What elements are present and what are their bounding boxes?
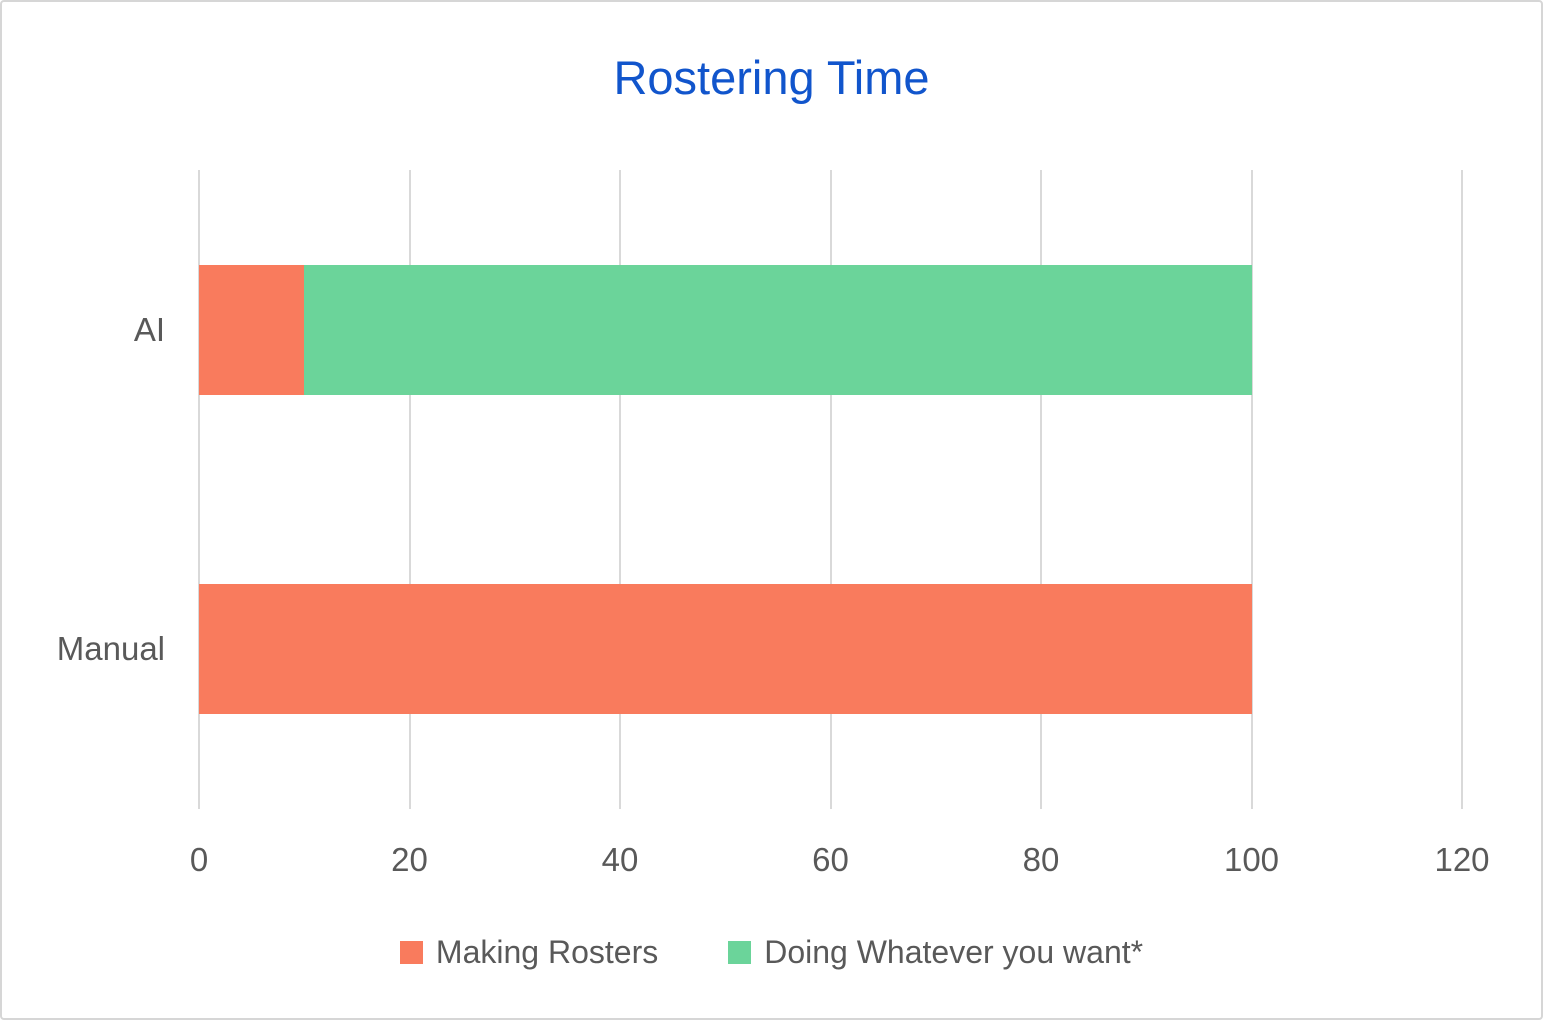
gridline-x-60 [829, 170, 832, 809]
x-tick-label-80: 80 [1022, 841, 1060, 878]
gridline-x-80 [1040, 170, 1042, 809]
x-tick-label-20: 20 [391, 841, 428, 878]
bar-segment-ai-making-rosters [199, 264, 305, 395]
gridline-x-120 [1461, 170, 1463, 809]
x-tick-label-120: 120 [1434, 841, 1490, 878]
legend-label-doing-whatever-you-want: Doing Whatever you want* [764, 934, 1144, 970]
x-tick-label-0: 0 [189, 841, 209, 878]
category-label-manual: Manual [56, 630, 165, 668]
legend-swatch-making-rosters [399, 940, 423, 964]
bar-ai [199, 264, 1462, 395]
category-label-ai: AI [133, 310, 165, 348]
chart-title: Rostering Time [613, 51, 930, 104]
gridline-x-20 [408, 170, 411, 809]
bar-row-manual [199, 490, 1462, 810]
gridline-x-0 [198, 170, 200, 809]
x-tick-label-60: 60 [812, 841, 849, 878]
legend-item-making-rosters: Making Rosters [399, 932, 659, 972]
x-tick-label-100: 100 [1223, 841, 1280, 878]
bar-segment-ai-doing-whatever-you-want [304, 264, 1252, 395]
bar-manual [199, 584, 1462, 715]
gridline-x-100 [1250, 170, 1253, 809]
legend-swatch-doing-whatever-you-want [728, 940, 752, 964]
gridline-x-40 [619, 170, 621, 809]
plot-area [198, 170, 1463, 810]
legend-label-making-rosters: Making Rosters [435, 934, 659, 970]
bar-segment-manual-making-rosters [199, 584, 1252, 715]
x-tick-label-40: 40 [601, 841, 639, 878]
legend-item-doing-whatever-you-want: Doing Whatever you want* [728, 932, 1143, 972]
bar-row-ai [199, 170, 1462, 490]
legend: Making Rosters Doing Whatever you want* [2, 932, 1541, 972]
